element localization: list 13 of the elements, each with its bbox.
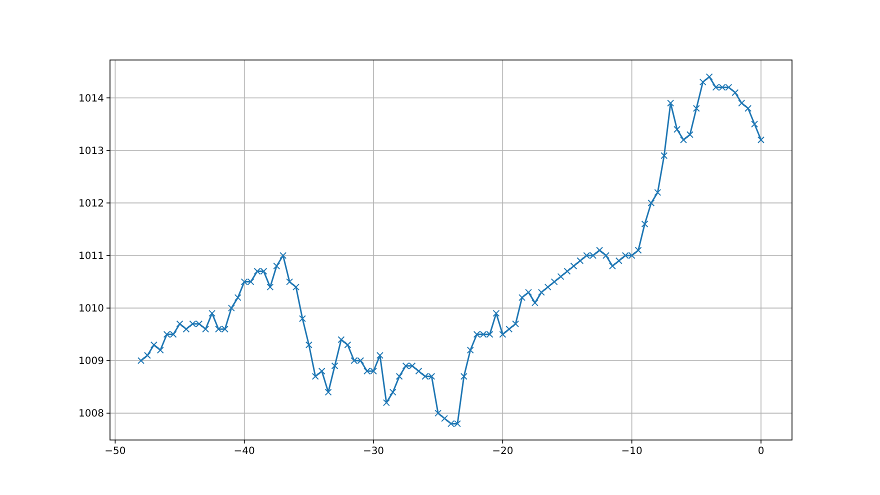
y-tick-label: 1013 (78, 146, 104, 157)
x-tick-label: −50 (104, 446, 126, 457)
x-tick-label: −10 (621, 446, 642, 457)
x-tick-label: 0 (758, 446, 764, 457)
x-tick-label: −40 (234, 446, 255, 457)
y-tick-label: 1012 (78, 198, 104, 210)
y-tick-label: 1010 (78, 304, 104, 315)
y-tick-label: 1011 (78, 251, 104, 262)
y-tick-label: 1014 (78, 93, 104, 104)
y-tick-label: 1008 (78, 408, 104, 420)
x-tick-label: −30 (362, 446, 384, 457)
x-tick-label: −20 (492, 446, 514, 457)
y-tick-label: 1009 (78, 356, 104, 368)
